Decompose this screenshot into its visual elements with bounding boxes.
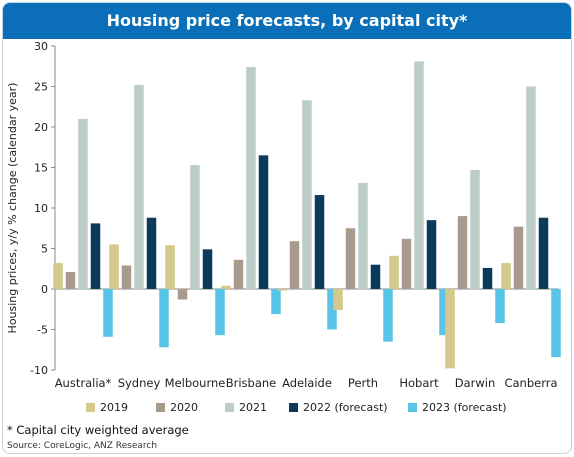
y-tick-label: -10 [30,364,48,377]
category-label: Perth [348,376,378,390]
y-tick-label: 30 [34,40,48,53]
bar-2021-hobart [414,61,424,289]
bar-2020-perth [345,228,356,289]
bar-2022-hobart [426,220,437,289]
category-label: Brisbane [226,376,277,390]
bar-2023-sydney [159,289,169,348]
y-tick-label: 0 [41,283,48,296]
bar-2022-adelaide [314,195,325,289]
bar-2023-darwin [495,289,505,324]
bar-2023-australia [103,289,113,337]
bar-2019-sydney [109,244,119,289]
bar-2020-melbourne [177,289,188,300]
y-tick-label: 5 [41,243,48,256]
y-tick-label: 25 [34,81,48,94]
chart-title: Housing price forecasts, by capital city… [3,3,571,39]
bar-2023-canberra [551,289,561,358]
legend-swatch [408,403,417,412]
y-axis-label: Housing prices, y/y % change (calendar y… [6,83,19,334]
bar-2020-brisbane [233,259,244,289]
legend-swatch [86,403,95,412]
bar-2023-melbourne [215,289,225,336]
category-label: Sydney [118,376,161,390]
legend-label: 2023 (forecast) [422,401,507,414]
legend-label: 2022 (forecast) [303,401,388,414]
bar-2022-melbourne [202,249,213,289]
bar-2019-australia [53,263,63,289]
legend-swatch [289,403,298,412]
bar-2022-australia [90,223,101,289]
bar-2021-perth [358,182,368,289]
bar-2019-brisbane [221,285,231,289]
bar-2021-melbourne [190,165,200,289]
bar-2023-perth [383,289,393,342]
legend-swatch [156,403,165,412]
bar-2020-hobart [401,238,412,289]
bar-2020-adelaide [289,241,300,289]
legend-label: 2020 [170,401,198,414]
legend-label: 2019 [100,401,128,414]
bar-2019-canberra [501,263,511,289]
y-tick-label: -5 [37,324,48,337]
category-label: Darwin [455,376,496,390]
bar-2022-perth [370,264,381,289]
bar-2022-darwin [482,267,493,289]
category-label: Australia* [55,376,112,390]
y-tick-label: 15 [34,162,48,175]
y-tick-label: 10 [34,202,48,215]
bar-2021-australia [78,118,88,290]
bar-2021-canberra [526,86,536,289]
bar-2020-australia [65,271,76,289]
legend-label: 2021 [239,401,267,414]
bar-2019-adelaide [277,289,287,291]
category-label: Canberra [504,376,557,390]
bar-2019-perth [333,289,343,311]
bar-2021-darwin [470,169,480,289]
bar-2023-hobart [439,289,449,336]
bar-2020-sydney [121,265,132,289]
bar-2023-adelaide [327,289,337,330]
bar-2023-brisbane [271,289,281,315]
bar-2022-brisbane [258,155,269,289]
footnote: * Capital city weighted average [7,423,189,437]
bar-2020-canberra [513,226,524,289]
category-label: Melbourne [165,376,226,390]
category-label: Hobart [399,376,439,390]
category-label: Adelaide [282,376,332,390]
bar-2022-sydney [146,217,157,289]
bar-chart: -10 -5 0 5 10 15 20 25 30 Housing prices, y/y % c… [6,40,561,414]
legend-swatch [225,403,234,412]
bar-2019-darwin [445,289,455,369]
source-note: Source: CoreLogic, ANZ Research [7,441,158,451]
bar-2019-hobart [389,255,399,289]
bar-2021-sydney [134,84,144,289]
bar-2022-canberra [538,217,549,289]
bar-2020-darwin [457,216,468,289]
bar-2021-adelaide [302,100,312,290]
bar-2021-brisbane [246,67,256,289]
y-tick-label: 20 [34,121,48,134]
bar-2019-melbourne [165,245,175,289]
